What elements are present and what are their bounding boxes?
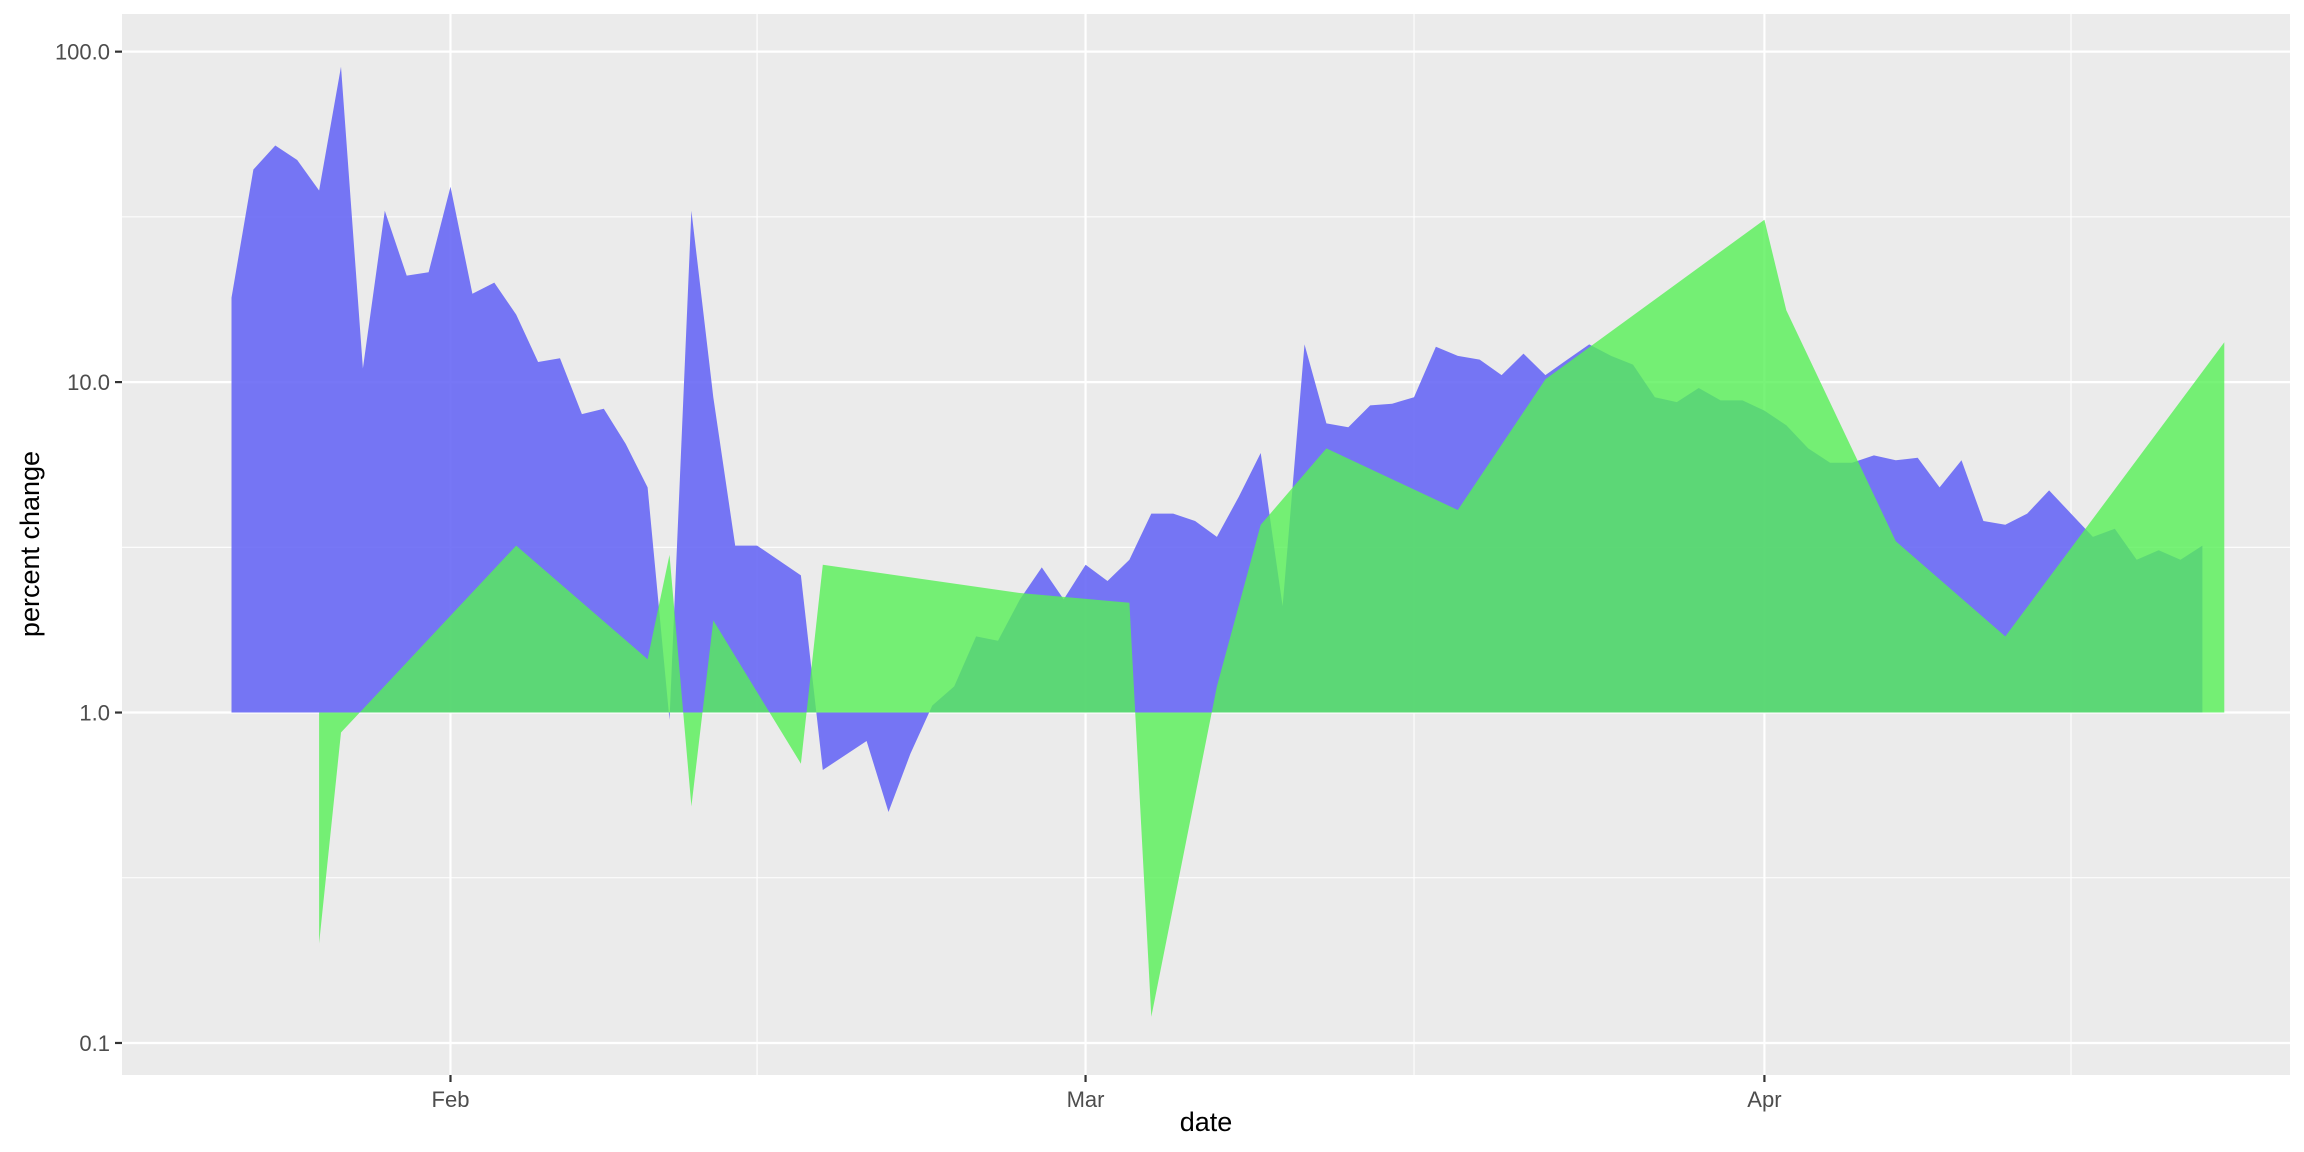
axis-ticks xyxy=(115,50,1766,1082)
y-tick-labels: 0.1 1.0 10.0 100.0 xyxy=(55,40,110,1056)
x-tick-label: Feb xyxy=(432,1087,470,1112)
area-series-2 xyxy=(319,219,2225,1017)
x-tick-label: Mar xyxy=(1067,1087,1105,1112)
y-tick-label: 1.0 xyxy=(79,701,110,726)
x-tick-label: Apr xyxy=(1747,1087,1781,1112)
x-tick-labels: Feb Mar Apr xyxy=(432,1087,1782,1112)
y-tick-label: 10.0 xyxy=(67,370,110,395)
y-tick-label: 0.1 xyxy=(79,1031,110,1056)
area-series xyxy=(231,66,2225,1017)
y-tick-label: 100.0 xyxy=(55,40,110,65)
y-axis-title: percent change xyxy=(15,451,45,637)
x-axis-title: date xyxy=(1180,1107,1233,1137)
